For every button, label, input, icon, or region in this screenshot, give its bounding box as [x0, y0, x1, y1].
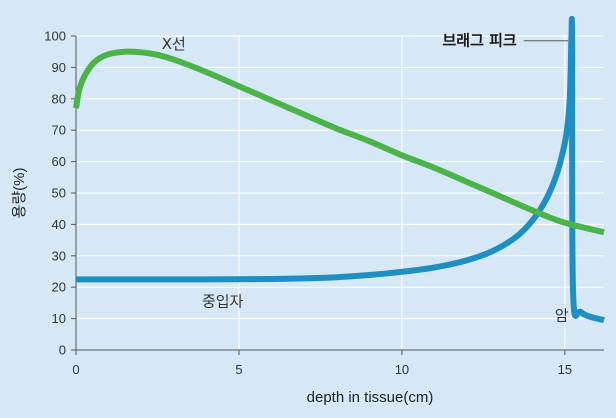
x-tick-label: 5 — [235, 362, 242, 377]
y-tick-label: 20 — [52, 280, 66, 295]
y-tick-label: 10 — [52, 311, 66, 326]
y-tick-label: 70 — [52, 123, 66, 138]
y-tick-label: 90 — [52, 60, 66, 75]
x-tick-labels: 0 5 10 15 — [72, 362, 572, 377]
series-heavy-ion-line — [76, 16, 605, 324]
x-tick-label: 0 — [72, 362, 79, 377]
x-tick-label: 15 — [558, 362, 572, 377]
y-tick-label: 40 — [52, 217, 66, 232]
x-axis-label: depth in tissue(cm) — [307, 389, 434, 406]
annotation-cancer: 암 — [555, 306, 569, 324]
y-tick-label: 80 — [52, 91, 66, 106]
y-tick-label: 60 — [52, 154, 66, 169]
y-tick-label: 0 — [59, 343, 66, 358]
y-tick-labels: 0 10 20 30 40 50 60 70 80 90 100 — [44, 29, 66, 358]
y-tick-label: 30 — [52, 248, 66, 263]
series-xray-line — [73, 48, 605, 236]
y-tick-label: 50 — [52, 186, 66, 201]
grid — [71, 35, 604, 355]
y-tick-label: 100 — [44, 29, 66, 44]
annotation-bragg-peak: 브래그 피크 — [442, 32, 516, 50]
x-tick-label: 10 — [395, 362, 409, 377]
annotation-heavy-ion: 중입자 — [202, 292, 244, 310]
y-axis-label: 용량(%) — [11, 168, 28, 219]
series-lines — [73, 16, 605, 324]
annotation-xray: X선 — [162, 35, 186, 53]
